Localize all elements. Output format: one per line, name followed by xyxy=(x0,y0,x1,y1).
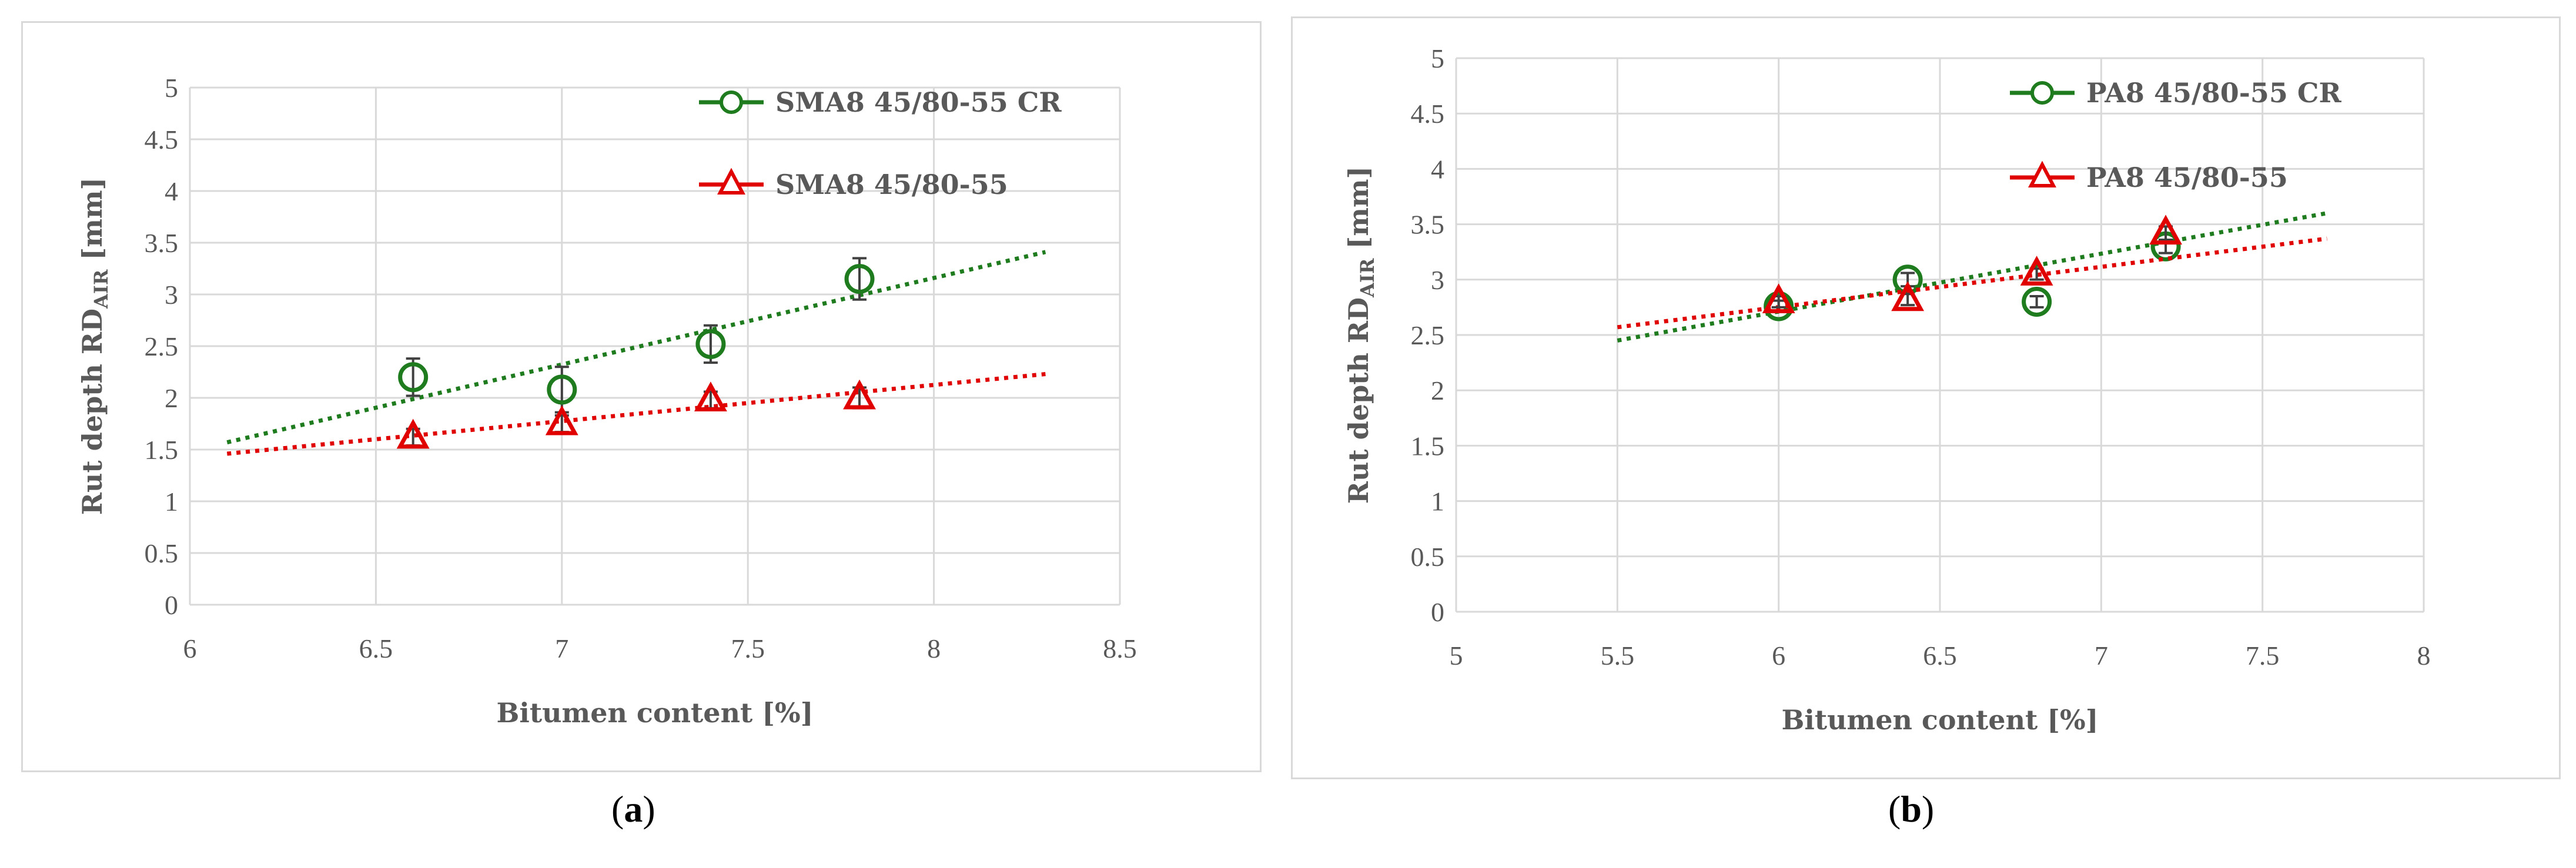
caption-a: (a) xyxy=(611,788,655,830)
trendline xyxy=(1617,236,2327,330)
y-tick-label: 1.5 xyxy=(145,435,179,465)
data-point-triangle xyxy=(545,405,578,435)
y-axis-title: Rut depth RDAIR [mm] xyxy=(76,177,112,515)
series-1 xyxy=(1617,215,2327,330)
y-tick-label: 3.5 xyxy=(145,228,179,258)
trendline xyxy=(1617,211,2328,343)
y-tick-label: 2 xyxy=(165,383,178,413)
series-0 xyxy=(1617,211,2328,343)
legend-label: PA8 45/80-55 CR xyxy=(2086,77,2342,109)
data-point-circle xyxy=(1764,291,1794,321)
y-axis-title-main: Rut depth RD xyxy=(1343,297,1374,504)
chart-a: 0 0.5 1 1.5 2 2.5 3 3.5 4 4.5 5 6 6.5 7 7.5 8 8.5 Bitumen… xyxy=(76,73,1137,729)
data-point-triangle xyxy=(396,418,430,449)
x-axis-title: Bitumen content [%] xyxy=(1781,704,2098,736)
trendline xyxy=(226,250,1046,445)
legend-marker-circle xyxy=(2030,81,2054,105)
y-tick-label: 4.5 xyxy=(1411,99,1445,129)
x-tick-label: 7 xyxy=(555,634,568,663)
x-tick-label: 6.5 xyxy=(359,634,393,663)
y-tick-label: 5 xyxy=(165,73,178,103)
legend-label: PA8 45/80-55 xyxy=(2086,162,2288,193)
x-tick-label: 7 xyxy=(2095,641,2108,671)
y-tick-label: 1 xyxy=(1431,487,1444,517)
chart-panel-b: 0 0.5 1 1.5 2 2.5 3 3.5 4 4.5 5 5 5.5 6 6.5 7 7.5 8 Bitume… xyxy=(1291,16,2561,779)
legend-label: SMA8 45/80-55 CR xyxy=(775,86,1062,118)
legend-entry-0: PA8 45/80-55 CR xyxy=(2010,77,2342,109)
y-tick-label: 3.5 xyxy=(1411,210,1445,240)
y-tick-label: 1.5 xyxy=(1411,431,1445,461)
y-tick-label: 3 xyxy=(1431,265,1444,295)
y-tick-label: 4.5 xyxy=(145,125,179,155)
y-tick-label: 0 xyxy=(1431,597,1444,627)
legend-marker-triangle xyxy=(717,167,745,195)
x-tick-label: 7.5 xyxy=(731,634,765,663)
data-point-circle xyxy=(398,362,429,393)
y-axis-title-unit: [mm] xyxy=(76,177,108,270)
data-point-triangle xyxy=(2020,256,2053,286)
series-1 xyxy=(226,372,1046,456)
caption-b-letter: b xyxy=(1901,788,1922,830)
chart-b: 0 0.5 1 1.5 2 2.5 3 3.5 4 4.5 5 5 5.5 6 6.5 7 7.5 8 Bitume… xyxy=(1343,43,2431,736)
y-tick-label: 4 xyxy=(1431,154,1444,184)
y-tick-label: 1 xyxy=(165,487,178,517)
legend-marker-circle xyxy=(720,91,743,114)
error-bar xyxy=(2029,295,2044,309)
data-point-triangle xyxy=(843,379,876,410)
x-tick-label: 7.5 xyxy=(2246,641,2280,671)
caption-b: (b) xyxy=(1888,788,1935,830)
y-axis-title-subscript: AIR xyxy=(90,269,112,309)
data-point-triangle xyxy=(1762,283,1795,313)
y-axis-title-unit: [mm] xyxy=(1343,166,1374,259)
chart-panel-a: 0 0.5 1 1.5 2 2.5 3 3.5 4 4.5 5 6 6.5 7 7.5 8 8.5 Bitumen… xyxy=(21,21,1262,772)
x-tick-label: 5.5 xyxy=(1601,641,1635,671)
y-tick-label: 2.5 xyxy=(145,331,179,361)
y-tick-label: 2 xyxy=(1431,376,1444,405)
x-axis-title: Bitumen content [%] xyxy=(496,697,813,729)
x-tick-label: 5 xyxy=(1450,641,1463,671)
data-point-triangle xyxy=(1891,281,1925,311)
series-0 xyxy=(226,250,1046,445)
y-tick-label: 0.5 xyxy=(145,538,179,568)
y-axis-title: Rut depth RDAIR [mm] xyxy=(1343,166,1379,504)
legend-entry-0: SMA8 45/80-55 CR xyxy=(699,86,1062,118)
data-point-circle xyxy=(2022,286,2052,317)
y-tick-label: 5 xyxy=(1431,43,1444,73)
x-tick-label: 6.5 xyxy=(1923,641,1957,671)
data-point-circle xyxy=(695,329,726,359)
legend-marker-triangle xyxy=(2028,160,2056,187)
x-tick-label: 8.5 xyxy=(1103,634,1137,663)
y-tick-label: 2.5 xyxy=(1411,320,1445,350)
x-tick-label: 8 xyxy=(927,634,941,663)
y-axis-title-subscript: AIR xyxy=(1356,258,1379,298)
x-tick-label: 6 xyxy=(1772,641,1785,671)
legend-entry-1: SMA8 45/80-55 xyxy=(699,167,1008,200)
gridlines xyxy=(1455,57,2425,613)
caption-a-letter: a xyxy=(624,788,643,830)
y-axis-title-main: Rut depth RD xyxy=(76,309,108,515)
y-tick-label: 0 xyxy=(165,590,178,620)
y-tick-label: 0.5 xyxy=(1411,542,1445,572)
data-point-circle xyxy=(844,264,875,294)
data-point-circle xyxy=(547,374,577,405)
y-tick-label: 3 xyxy=(165,280,178,310)
y-tick-label: 4 xyxy=(165,176,178,206)
x-tick-label: 6 xyxy=(183,634,197,663)
gridlines xyxy=(189,86,1121,606)
legend-entry-1: PA8 45/80-55 xyxy=(2010,160,2288,193)
data-point-triangle xyxy=(694,381,727,412)
legend-label: SMA8 45/80-55 xyxy=(775,169,1008,200)
x-tick-label: 8 xyxy=(2417,641,2431,671)
data-point-triangle xyxy=(2149,215,2182,245)
